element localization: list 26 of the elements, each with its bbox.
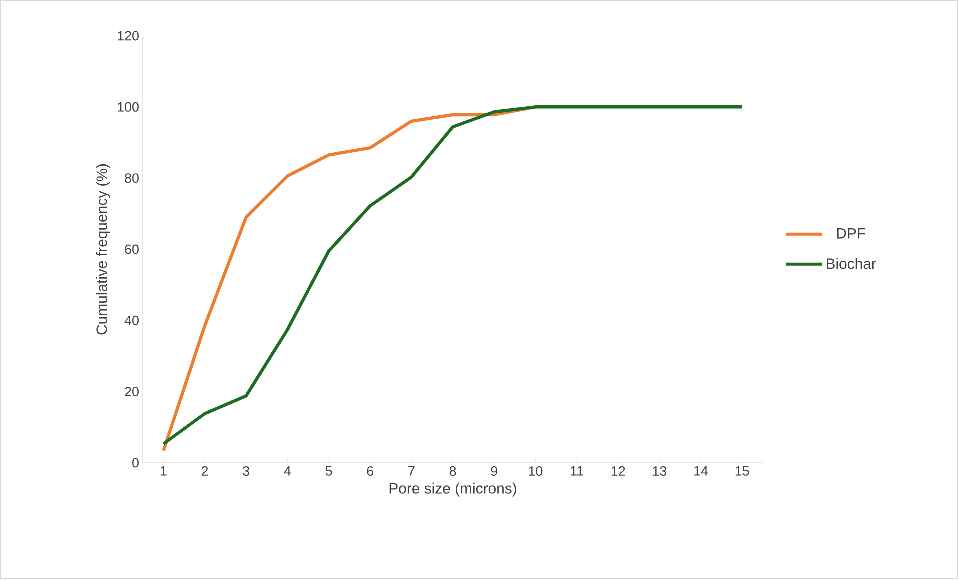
x-tick-label: 6 xyxy=(367,466,374,476)
x-tick-label: 11 xyxy=(571,466,584,476)
x-tick-label: 10 xyxy=(529,466,543,476)
y-tick-label: 0 xyxy=(132,458,139,468)
legend-label: Biochar xyxy=(827,258,876,270)
y-tick-label: 60 xyxy=(125,244,139,254)
x-tick-label: 8 xyxy=(450,466,456,476)
y-tick-label: 40 xyxy=(124,316,139,326)
y-tick-label: 100 xyxy=(118,102,139,112)
x-tick-label: 14 xyxy=(694,466,708,476)
x-tick-label: 9 xyxy=(491,466,498,476)
x-tick-label: 5 xyxy=(326,466,332,476)
y-tick-label: 20 xyxy=(125,387,139,397)
y-tick-label: 120 xyxy=(118,31,139,41)
x-tick-label: 4 xyxy=(284,466,292,476)
x-tick-label: 1 xyxy=(160,466,167,476)
legend-label: DPF xyxy=(837,228,866,239)
y-tick-label: 80 xyxy=(125,174,139,184)
y-axis-title: Cumulative frequency (%) xyxy=(96,164,110,335)
x-tick-label: 7 xyxy=(408,466,415,476)
x-tick-label: 13 xyxy=(653,466,667,476)
x-tick-label: 2 xyxy=(202,466,208,476)
x-tick-label: 3 xyxy=(243,466,250,476)
x-axis-title: Pore size (microns) xyxy=(390,482,516,497)
x-tick-label: 15 xyxy=(736,466,750,476)
x-tick-label: 12 xyxy=(612,466,626,476)
